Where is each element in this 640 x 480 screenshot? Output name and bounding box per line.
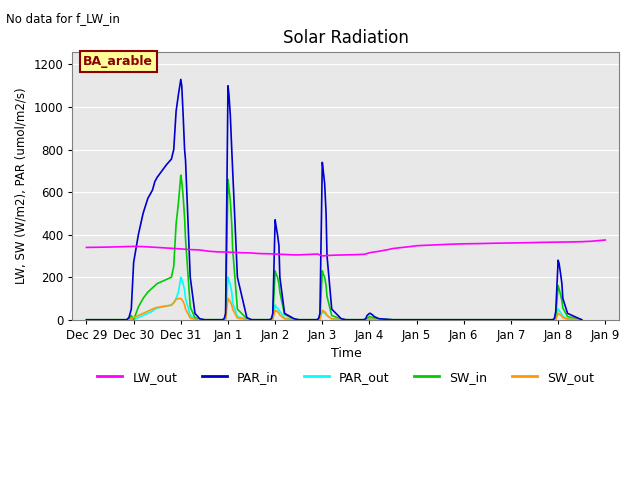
Y-axis label: LW, SW (W/m2), PAR (umol/m2/s): LW, SW (W/m2), PAR (umol/m2/s)	[15, 87, 28, 284]
Legend: LW_out, PAR_in, PAR_out, SW_in, SW_out: LW_out, PAR_in, PAR_out, SW_in, SW_out	[92, 366, 600, 389]
Text: No data for f_LW_in: No data for f_LW_in	[6, 12, 120, 25]
X-axis label: Time: Time	[330, 348, 361, 360]
Text: BA_arable: BA_arable	[83, 55, 153, 68]
Title: Solar Radiation: Solar Radiation	[283, 29, 409, 48]
